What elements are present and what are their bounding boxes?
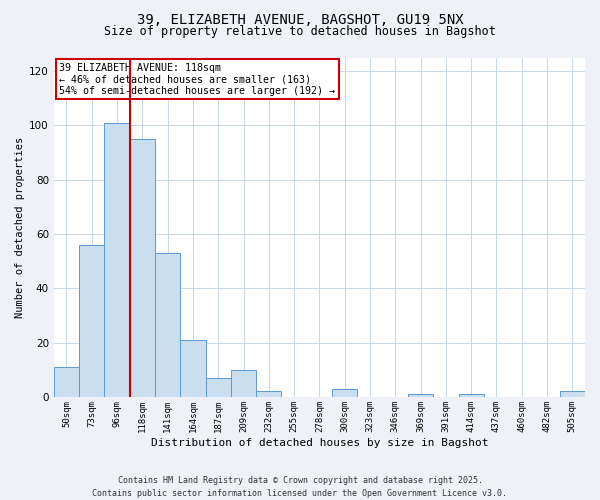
Y-axis label: Number of detached properties: Number of detached properties <box>15 136 25 318</box>
Text: Contains HM Land Registry data © Crown copyright and database right 2025.
Contai: Contains HM Land Registry data © Crown c… <box>92 476 508 498</box>
X-axis label: Distribution of detached houses by size in Bagshot: Distribution of detached houses by size … <box>151 438 488 448</box>
Bar <box>104 122 130 397</box>
Bar <box>206 378 231 397</box>
Bar <box>54 367 79 397</box>
Text: 39 ELIZABETH AVENUE: 118sqm
← 46% of detached houses are smaller (163)
54% of se: 39 ELIZABETH AVENUE: 118sqm ← 46% of det… <box>59 62 335 96</box>
Bar <box>180 340 206 397</box>
Bar <box>130 139 155 397</box>
Bar <box>560 392 585 397</box>
Bar <box>231 370 256 397</box>
Bar <box>79 245 104 397</box>
Bar <box>155 253 180 397</box>
Bar <box>332 389 358 397</box>
Bar <box>408 394 433 397</box>
Text: Size of property relative to detached houses in Bagshot: Size of property relative to detached ho… <box>104 25 496 38</box>
Text: 39, ELIZABETH AVENUE, BAGSHOT, GU19 5NX: 39, ELIZABETH AVENUE, BAGSHOT, GU19 5NX <box>137 12 463 26</box>
Bar <box>458 394 484 397</box>
Bar <box>256 392 281 397</box>
